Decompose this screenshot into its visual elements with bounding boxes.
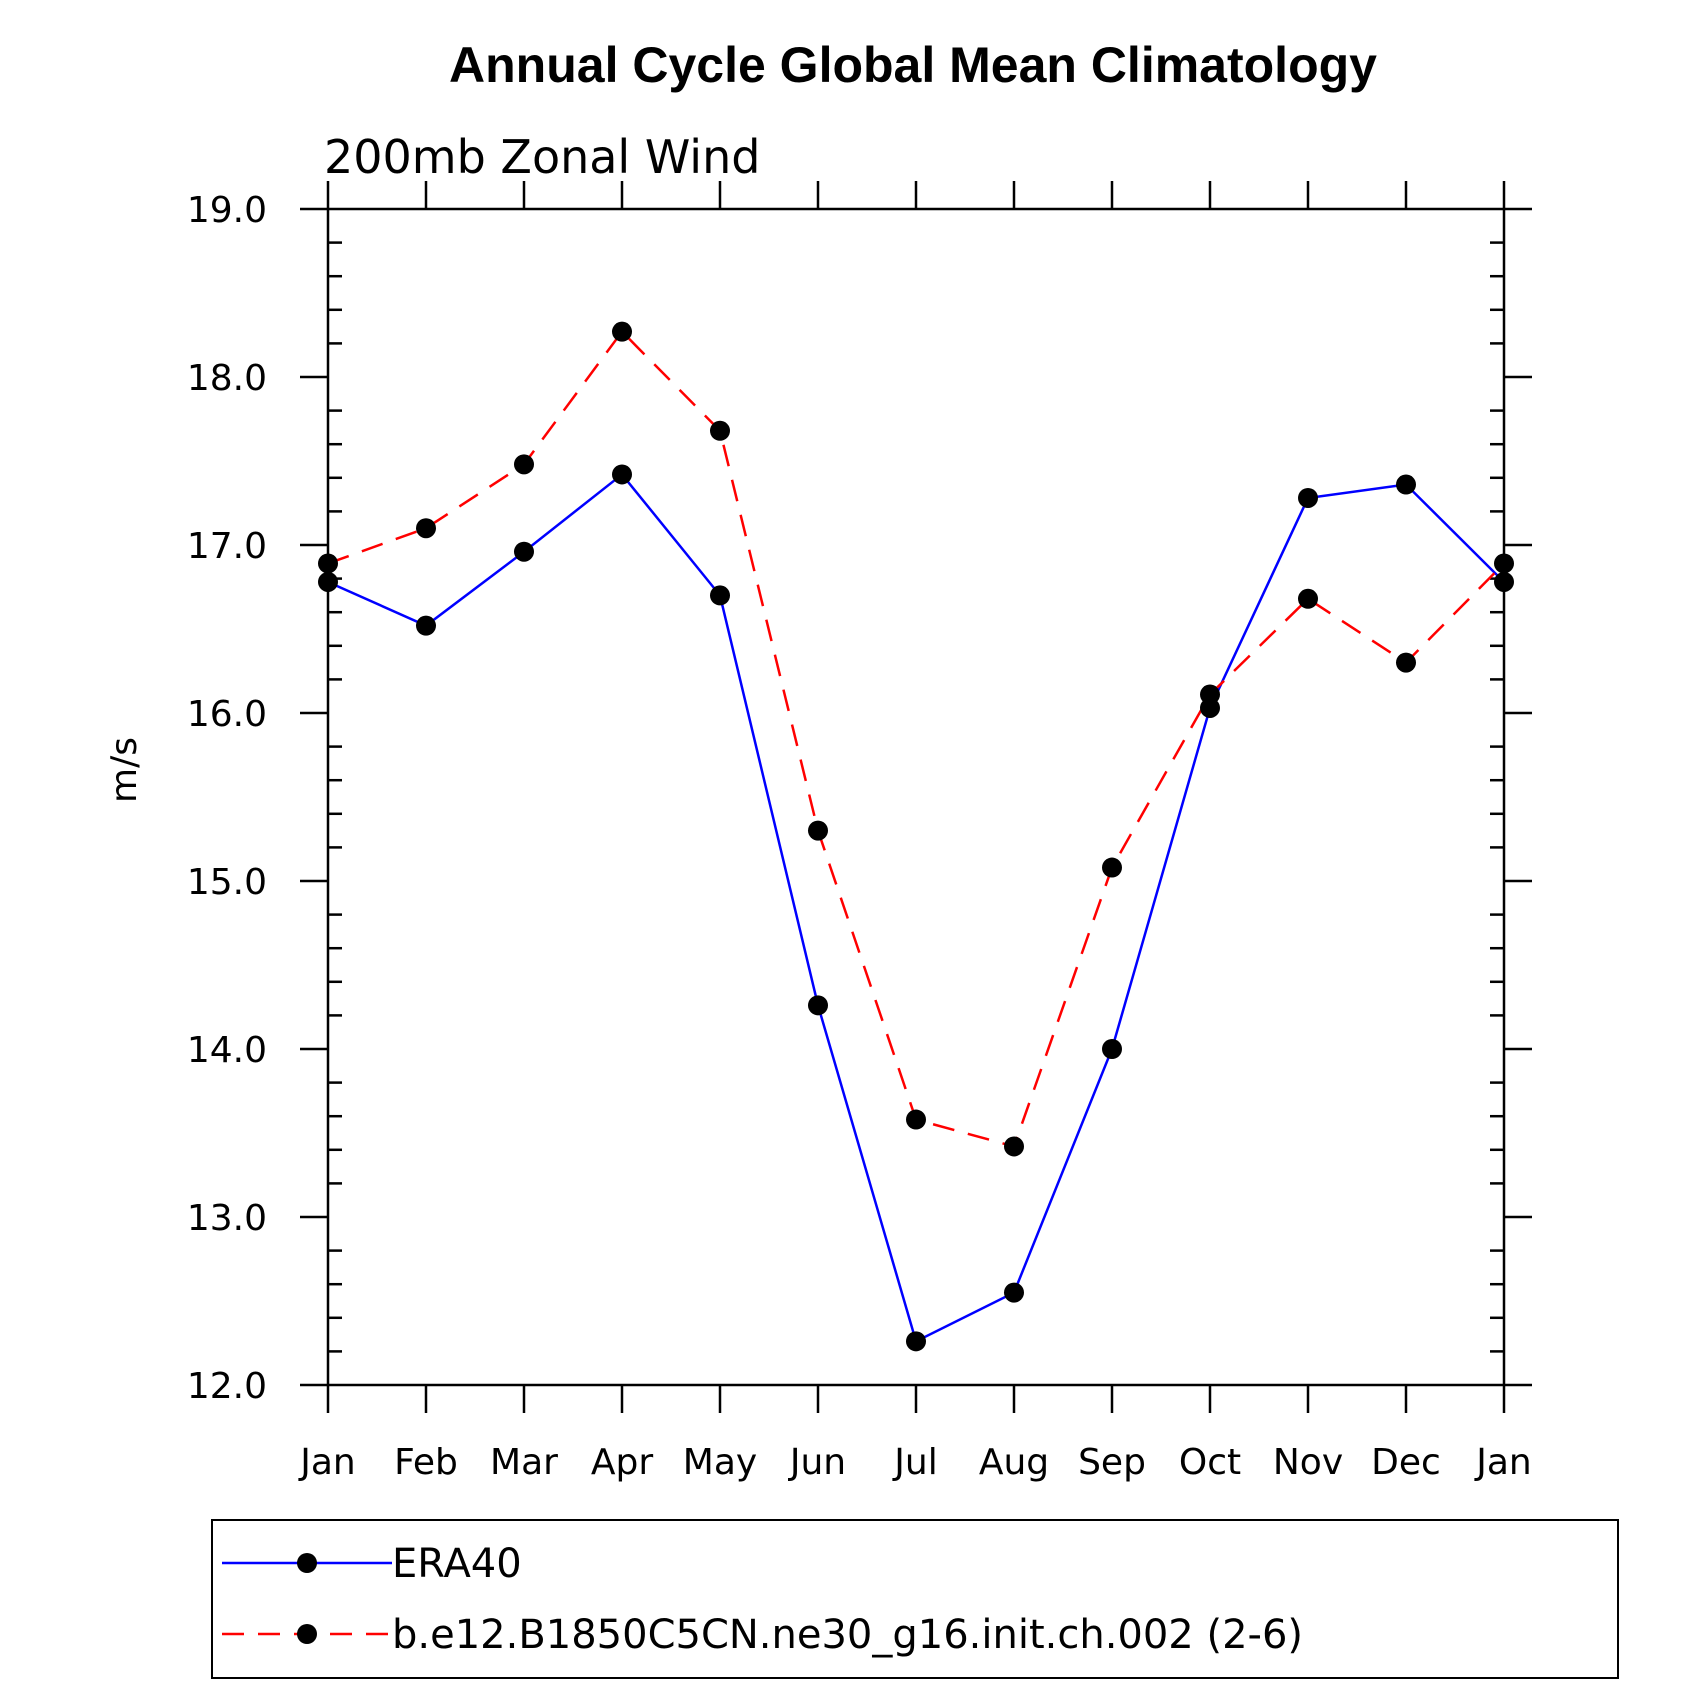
y-tick-label: 18.0 (187, 358, 267, 399)
series-1-point (416, 615, 436, 636)
y-tick-label: 14.0 (187, 1030, 267, 1071)
series-2-point (906, 1109, 926, 1130)
series-1-point (1298, 487, 1318, 508)
y-tick-label: 12.0 (187, 1366, 267, 1407)
series-2-point (808, 820, 828, 841)
series-2-point (514, 454, 534, 475)
x-tick-label: Jul (892, 1442, 937, 1483)
y-tick-label: 13.0 (187, 1198, 267, 1239)
series-2-point (1396, 652, 1416, 673)
legend-marker-2 (297, 1624, 317, 1644)
series-2-point (416, 518, 436, 539)
series-2-point (318, 553, 338, 574)
series-1-point (1102, 1039, 1122, 1059)
series-2-point (710, 420, 730, 441)
series-1-point (808, 995, 828, 1016)
series-1-point (1004, 1282, 1024, 1303)
series-1-point (906, 1331, 926, 1352)
legend-label-1: ERA40 (392, 1541, 522, 1587)
y-tick-label: 15.0 (187, 862, 267, 903)
plot-frame (326, 207, 1506, 1387)
y-tick-label: 19.0 (187, 190, 267, 231)
series-2-point (1200, 684, 1220, 705)
x-tick-label: Feb (394, 1442, 458, 1483)
x-tick-label: May (683, 1442, 757, 1483)
series-1-point (1396, 474, 1416, 495)
x-tick-label: Sep (1078, 1442, 1146, 1483)
y-axis-label: m/s (104, 737, 145, 803)
series-line-2 (327, 329, 1505, 1148)
series-1-point (710, 585, 730, 606)
x-tick-label: Jan (1474, 1442, 1532, 1483)
x-tick-label: Jun (788, 1442, 846, 1483)
x-tick-label: Jan (298, 1442, 356, 1483)
chart-subtitle: 200mb Zonal Wind (324, 130, 760, 184)
tick-labels: Jan Feb Mar Apr May Jun Jul Aug Sep Oct Nov Dec Jan 1… (187, 190, 1532, 1483)
series-1-point (612, 464, 632, 485)
series-1-point (1494, 571, 1514, 592)
series-2-point (1004, 1136, 1024, 1157)
series-layer (318, 321, 1514, 1352)
legend-marker-1 (297, 1553, 317, 1573)
legend: ERA40 b.e12.B1850C5CN.ne30_g16.init.ch.00… (211, 1519, 1619, 1679)
axis-ticks (300, 181, 1532, 1413)
series-2-point (1102, 857, 1122, 878)
series-2-point (612, 321, 632, 342)
y-tick-label: 16.0 (187, 694, 267, 735)
x-tick-label: Dec (1371, 1442, 1441, 1483)
x-tick-label: Mar (490, 1442, 558, 1483)
x-tick-label: Nov (1273, 1442, 1343, 1483)
series-line-1 (327, 472, 1505, 1344)
x-tick-label: Oct (1179, 1442, 1241, 1483)
series-2-point (1494, 553, 1514, 574)
x-tick-label: Apr (591, 1442, 653, 1483)
y-tick-label: 17.0 (187, 526, 267, 567)
series-1-point (514, 541, 534, 562)
series-1-point (318, 571, 338, 592)
x-tick-label: Aug (979, 1442, 1049, 1483)
chart-title: Annual Cycle Global Mean Climatology (449, 37, 1377, 93)
legend-box (211, 1519, 1619, 1679)
series-2-point (1298, 588, 1318, 609)
legend-label-2: b.e12.B1850C5CN.ne30_g16.init.ch.002 (2-… (392, 1612, 1303, 1658)
